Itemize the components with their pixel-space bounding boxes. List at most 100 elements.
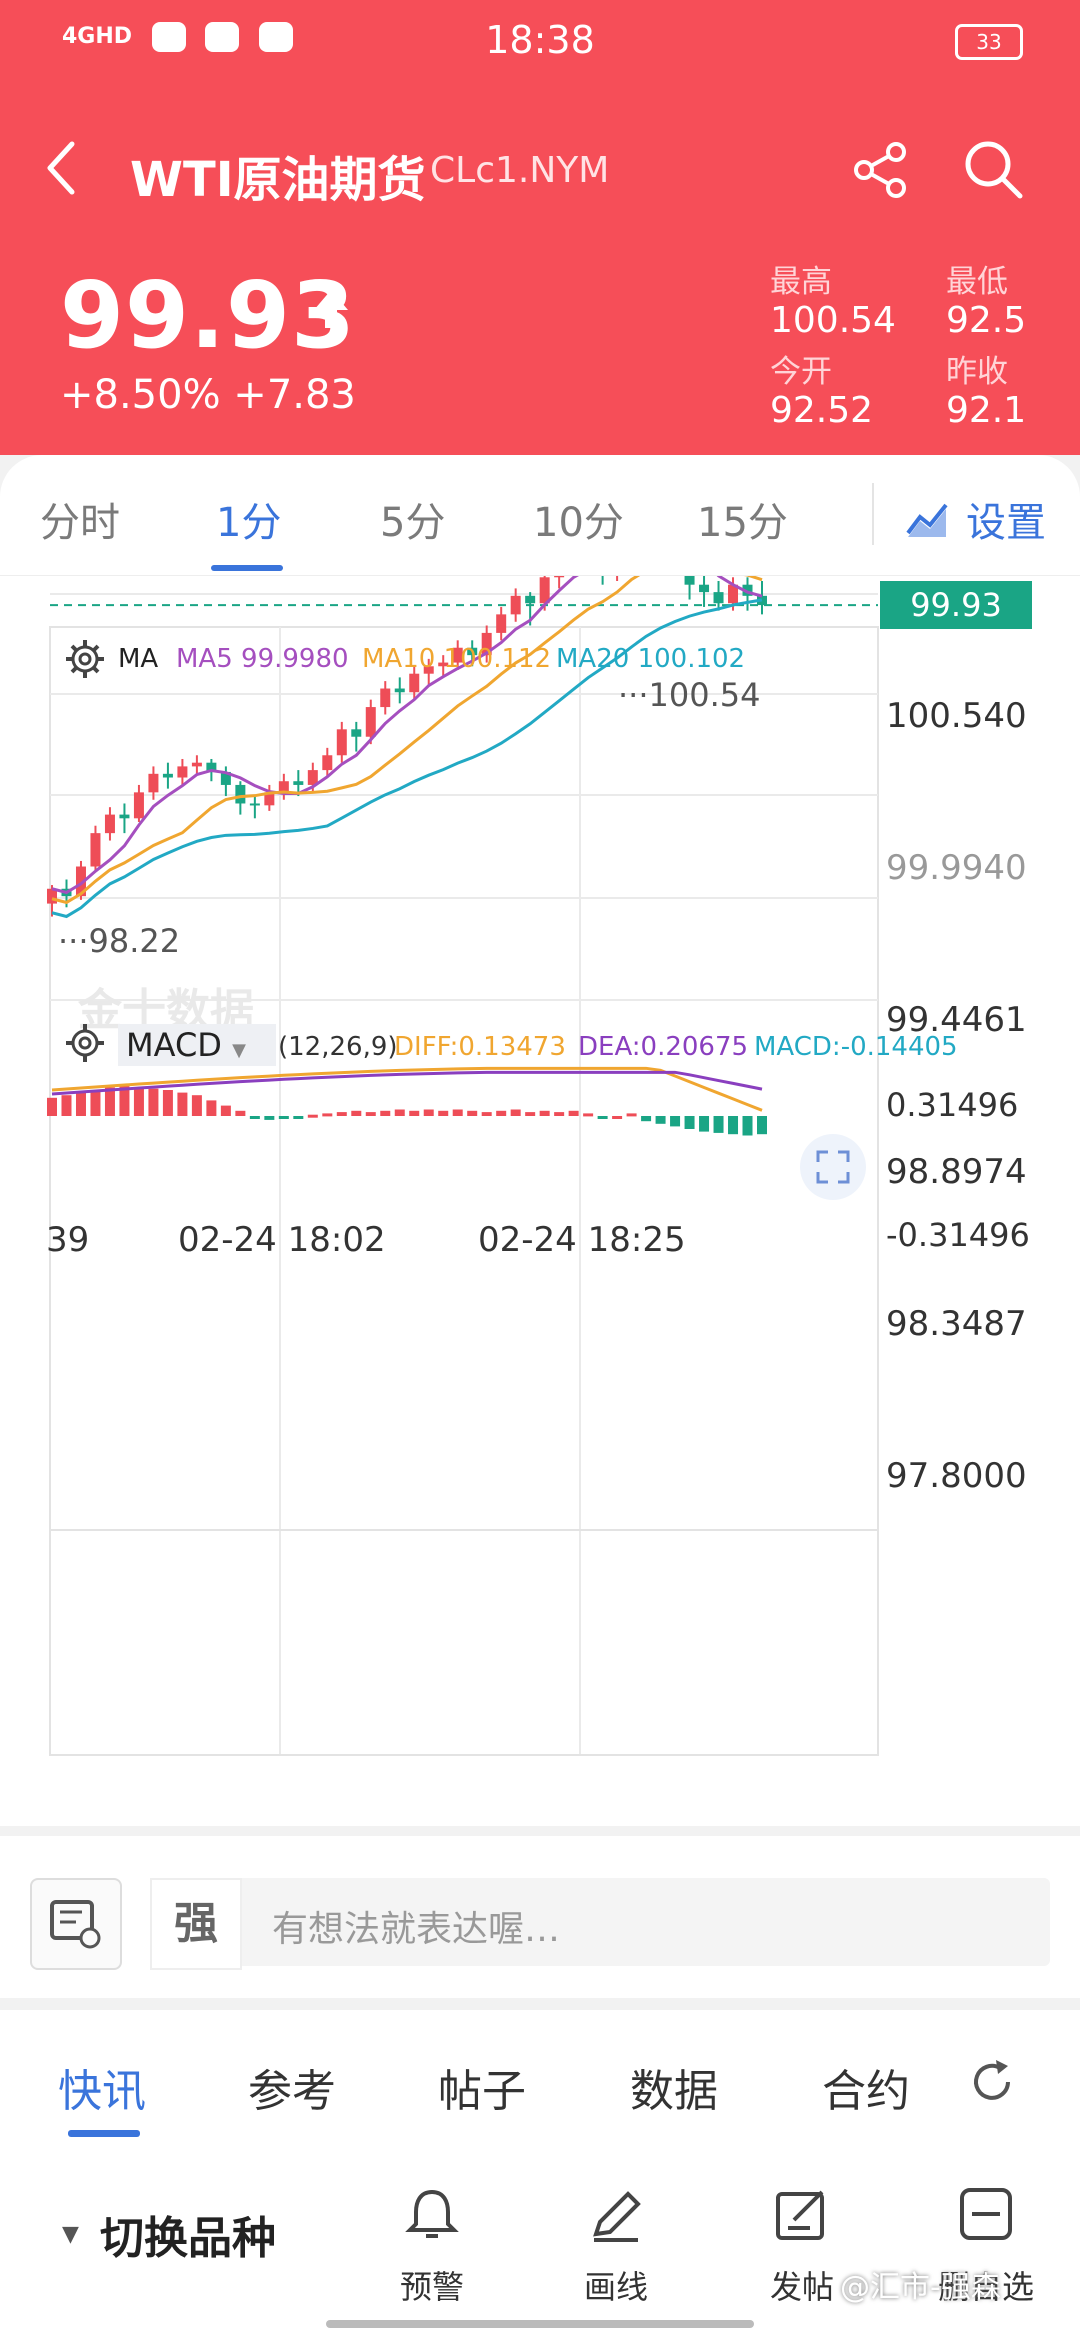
tab-posts[interactable]: 帖子 (438, 2066, 526, 2117)
macd-bar (104, 1087, 115, 1116)
macd-bar (757, 1116, 767, 1135)
macd-gear-icon[interactable] (64, 1022, 106, 1064)
status-time: 18:38 (485, 18, 595, 62)
macd-bar (191, 1095, 202, 1116)
back-icon[interactable] (38, 138, 88, 198)
bell-icon[interactable] (402, 2184, 462, 2244)
switch-instrument-button[interactable]: 切换品种 (100, 2213, 276, 2264)
candle (539, 577, 550, 604)
macd-bar (554, 1112, 565, 1116)
page-title: WTI原油期货 (130, 152, 426, 208)
macd-selector[interactable]: MACD ▼ (118, 1024, 276, 1066)
tab-data[interactable]: 数据 (630, 2066, 718, 2117)
candle (742, 584, 753, 596)
macd-bar (728, 1116, 739, 1135)
candle (380, 688, 391, 708)
stat-prevclose-value: 92.1 (946, 390, 1027, 431)
candle (191, 762, 202, 767)
macd-bar (612, 1116, 623, 1119)
share-icon[interactable] (852, 140, 912, 200)
macd-bar (220, 1105, 231, 1116)
candle (235, 784, 246, 804)
watchlist-button[interactable] (30, 1878, 122, 1970)
macd-frame (49, 1529, 879, 1756)
bottom-section: 快讯 参考 帖子 数据 合约 ▼ 切换品种 预警 画线 发帖 删自选 @汇市-强… (0, 2010, 1080, 2340)
macd-bar (90, 1090, 101, 1116)
tool-post-label[interactable]: 发帖 (769, 2268, 834, 2306)
candle (351, 729, 362, 737)
comment-input[interactable]: 强 有想法就表达喔… (150, 1878, 1050, 1970)
candle (249, 803, 260, 806)
price-axis-label: 98.3487 (886, 1304, 1027, 1344)
tool-alert-label[interactable]: 预警 (399, 2268, 464, 2306)
macd-axis-top: 0.31496 (886, 1086, 1019, 1124)
tab-1min[interactable]: 1分 (216, 500, 282, 546)
settings-button[interactable]: 设置 (966, 500, 1046, 546)
tool-remove-label[interactable]: 删自选 (937, 2268, 1034, 2306)
fullscreen-button[interactable] (800, 1134, 866, 1200)
candlestick-chart[interactable] (0, 576, 1080, 1826)
price-axis-label: 98.8974 (886, 1152, 1027, 1192)
minus-box-icon[interactable] (956, 2184, 1016, 2244)
dropdown-icon: ▼ (232, 1040, 246, 1061)
macd-bar (496, 1110, 507, 1116)
macd-bar (699, 1116, 710, 1132)
tab-reference[interactable]: 参考 (248, 2066, 336, 2117)
candle (220, 771, 231, 785)
macd-bar (47, 1097, 57, 1116)
chart-area[interactable]: MA MA5 99.9980 MA10 100.112 MA20 100.102… (0, 576, 1080, 1826)
tab-contract[interactable]: 合约 (822, 2066, 910, 2117)
refresh-icon[interactable] (966, 2056, 1018, 2108)
ma20-line (51, 598, 763, 919)
candle (438, 662, 449, 667)
candle (177, 766, 188, 778)
period-tabs: 分时 1分 5分 10分 15分 设置 (0, 455, 1080, 576)
macd-bar (133, 1087, 144, 1116)
fullscreen-icon (816, 1150, 850, 1184)
ma10-legend: MA10 100.112 (362, 644, 552, 674)
tab-10min[interactable]: 10分 (533, 500, 624, 546)
macd-bar (206, 1100, 217, 1116)
edit-icon[interactable] (772, 2184, 832, 2244)
document-settings-icon (50, 1900, 101, 1949)
high-marker-value: 100.54 (648, 676, 761, 714)
comment-placeholder: 有想法就表达喔… (272, 1909, 561, 1950)
tool-draw-label[interactable]: 画线 (583, 2268, 648, 2306)
candle (525, 595, 536, 604)
price-axis-label: 100.540 (886, 696, 1027, 736)
current-price-tag: 99.93 (880, 581, 1032, 630)
macd-bar (365, 1112, 376, 1116)
macd-bar (510, 1109, 521, 1116)
price-axis-label: 97.8000 (886, 1456, 1027, 1496)
macd-bar (568, 1110, 579, 1116)
candle (452, 647, 463, 663)
macd-group (47, 1086, 767, 1136)
candle (496, 614, 507, 633)
price-change: +8.50% +7.83 (60, 372, 356, 418)
candle (423, 666, 434, 674)
chart-settings-icon[interactable] (906, 499, 950, 539)
candle (409, 673, 420, 693)
tab-5min[interactable]: 5分 (380, 500, 446, 546)
tab-timeshare[interactable]: 分时 (40, 500, 120, 546)
macd-bar (380, 1110, 391, 1116)
macd-bar (264, 1116, 275, 1120)
macd-bar (278, 1116, 289, 1119)
search-icon[interactable] (962, 138, 1026, 202)
candles-group (47, 576, 767, 917)
macd-bar (670, 1116, 681, 1127)
gear-icon[interactable] (64, 638, 106, 680)
stat-open-label: 今开 (770, 354, 832, 390)
candle (510, 595, 521, 615)
macd-bar (481, 1112, 492, 1116)
pen-icon[interactable] (586, 2184, 646, 2244)
macd-diff: DIFF:0.13473 (394, 1032, 566, 1062)
candle (75, 866, 86, 897)
macd-axis-bottom: -0.31496 (886, 1216, 1030, 1254)
candle (699, 584, 710, 593)
tab-news[interactable]: 快讯 (58, 2066, 146, 2117)
tab-15min[interactable]: 15分 (697, 500, 788, 546)
macd-bar (61, 1095, 72, 1116)
candle (322, 755, 333, 771)
macd-bar (394, 1109, 405, 1116)
